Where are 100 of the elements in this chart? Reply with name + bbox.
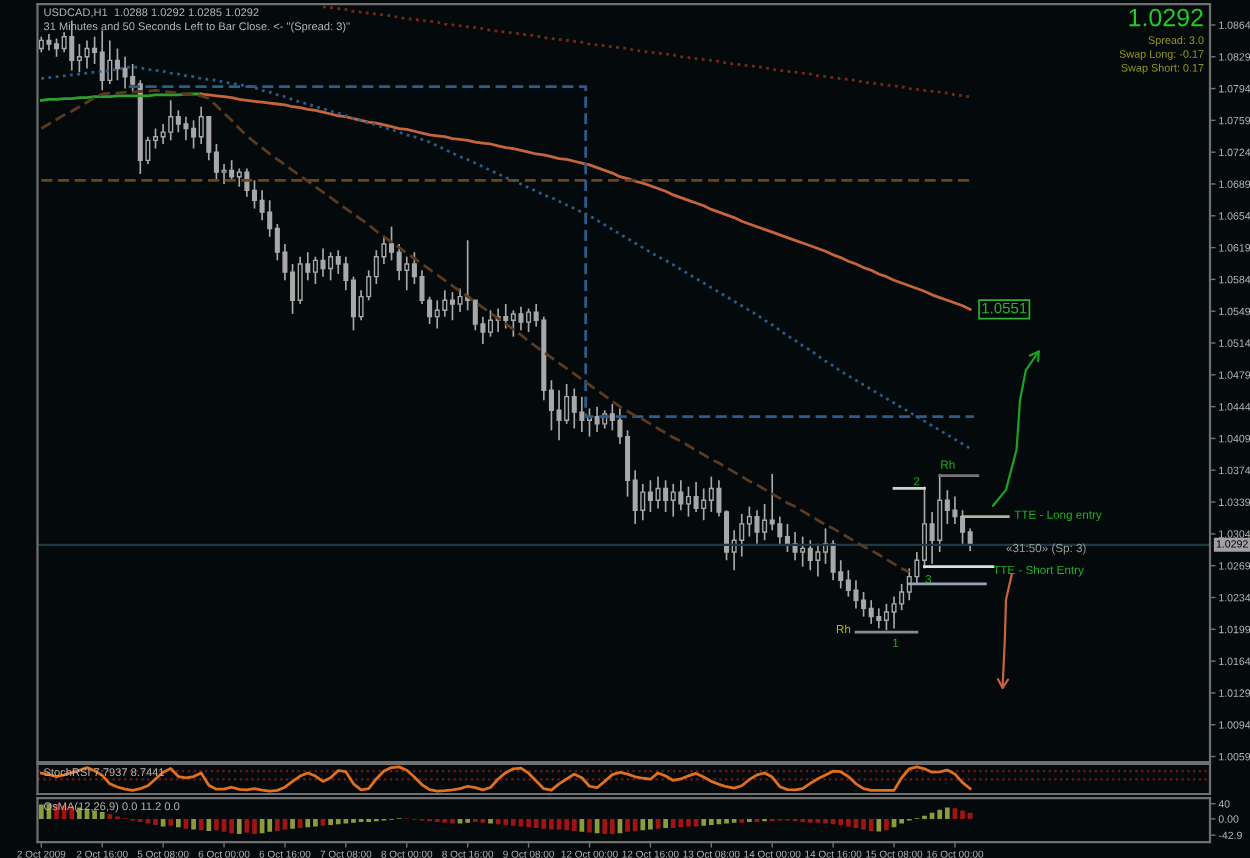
candlestick [868,599,874,625]
bar [236,818,242,835]
bar [526,818,531,828]
bar [252,818,257,835]
bar [549,818,554,830]
candlestick [685,485,691,518]
bar [229,818,235,834]
candlestick [960,509,966,545]
bar [450,818,455,824]
bar [632,818,638,832]
candlestick [891,595,897,630]
bar [724,818,729,824]
candlestick [746,505,752,538]
candlestick [526,307,532,333]
candlestick [320,247,326,278]
candlestick [472,299,478,332]
bar [92,810,97,819]
bar [510,818,516,826]
candlestick [518,305,524,332]
candlestick [800,535,806,568]
candlestick [594,405,600,433]
bar [191,818,196,830]
candlestick [168,99,174,142]
bar [305,818,311,828]
candlestick [693,481,699,513]
line-series [199,92,972,311]
bar [168,818,174,826]
bar [967,812,973,819]
candlestick [160,123,166,145]
candlestick [487,309,494,338]
candlestick [191,119,197,150]
candlestick [609,403,615,432]
bar [845,818,851,827]
bar [701,818,707,826]
candlestick [701,487,707,522]
candlestick [510,309,516,338]
candlestick [579,395,585,433]
candlestick [663,479,669,513]
bar [564,818,570,831]
candlestick [183,115,189,142]
bar [944,807,950,819]
bar [335,818,341,825]
candlestick [564,383,570,425]
bar [868,818,874,832]
bar [861,818,866,830]
bar [587,818,592,833]
candlestick [312,255,318,285]
bar [38,804,44,819]
candlestick [655,475,661,510]
bar [823,818,828,824]
bar [328,818,333,825]
candlestick [937,473,943,553]
annotation: 1.0292 [1129,8,1203,27]
bar [708,818,714,825]
bar [290,818,295,829]
candlestick [883,603,889,632]
candlestick [830,539,836,582]
candlestick [404,255,410,292]
candlestick [434,299,440,330]
candlestick [670,483,676,518]
candlestick [807,539,813,572]
bar [884,818,889,831]
bar [198,818,204,831]
bar [960,810,965,819]
candlestick [122,55,128,90]
candlestick [335,249,341,275]
bar [899,818,905,824]
candlestick [853,579,859,610]
bar [153,818,158,825]
candlestick [861,591,867,618]
candlestick [845,569,851,598]
bar [838,818,844,825]
candlestick [76,43,82,74]
bar [609,818,615,835]
candlestick [61,31,67,54]
candlestick [571,387,577,430]
bar [313,818,318,827]
bar [343,818,349,824]
candlestick [236,167,242,188]
candlestick [442,289,448,318]
bar [99,812,105,819]
candlestick [640,483,646,522]
bar [670,818,676,828]
candlestick [297,255,303,305]
bar [297,818,303,828]
bar [267,818,273,832]
candlestick [754,509,760,545]
candlestick [198,105,204,145]
bar [663,818,668,828]
candlestick [784,523,790,553]
bar [625,818,630,832]
bar [686,818,691,827]
candlestick [815,543,821,578]
bar [175,818,181,828]
candlestick [678,479,684,512]
bar [876,818,882,832]
line-series [39,88,911,574]
bar [206,818,212,832]
candlestick [876,607,882,630]
bar [541,818,547,829]
